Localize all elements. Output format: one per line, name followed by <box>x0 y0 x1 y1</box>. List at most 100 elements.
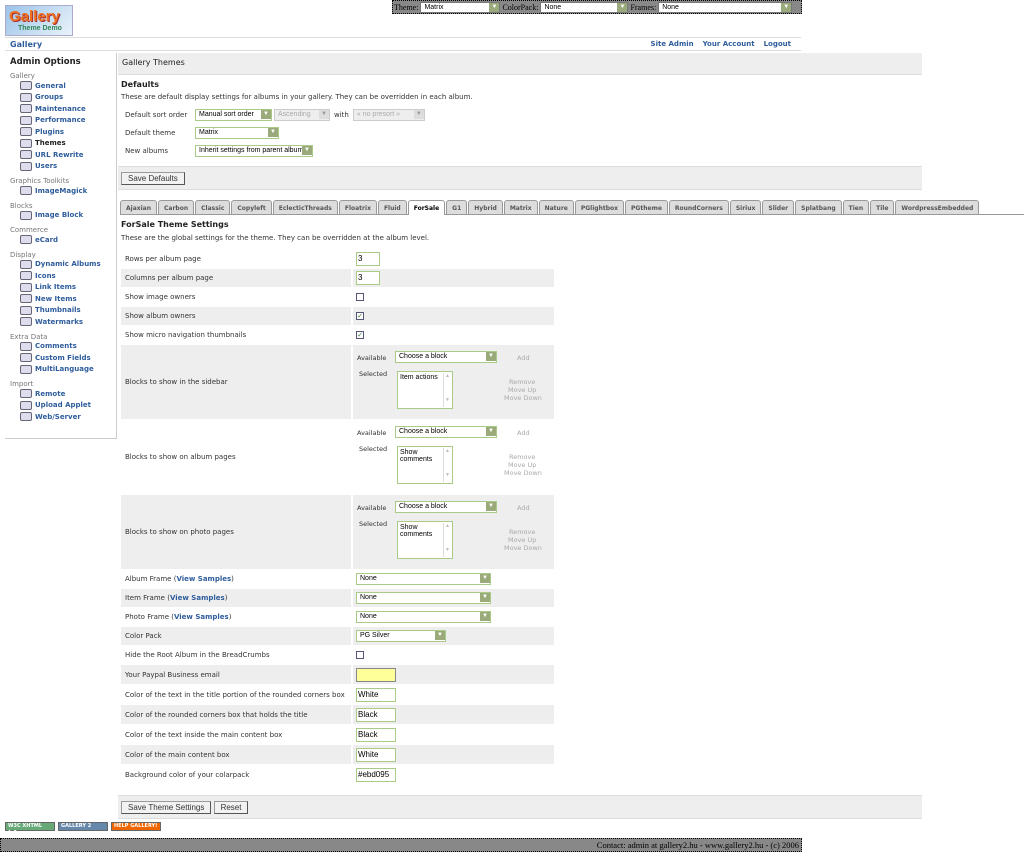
sidebar-item-new-items[interactable]: New Items <box>10 293 116 305</box>
move-down-link[interactable]: Move Down <box>504 544 542 552</box>
tab-matrix[interactable]: Matrix <box>503 200 538 214</box>
sidebar-item-groups[interactable]: Groups <box>10 92 116 104</box>
tab-tien[interactable]: Tien <box>842 200 870 214</box>
frames-select[interactable]: None ▼ <box>658 1 793 13</box>
tab-copyleft[interactable]: Copyleft <box>231 200 272 214</box>
color-of-the-main-content-box-input[interactable]: White <box>356 747 396 762</box>
tab-nature[interactable]: Nature <box>538 200 574 214</box>
default-theme-select[interactable]: Matrix ▼ <box>195 127 279 139</box>
add-block-link[interactable]: Add <box>517 504 530 512</box>
tab-g1[interactable]: G1 <box>446 200 468 214</box>
show-album-owners-checkbox[interactable]: ✓ <box>356 312 364 320</box>
sidebar-item-comments[interactable]: Comments <box>10 341 116 353</box>
sidebar-item-general[interactable]: General <box>10 80 116 92</box>
tab-pglightbox[interactable]: PGlightbox <box>574 200 625 214</box>
tab-hybrid[interactable]: Hybrid <box>468 200 503 214</box>
move-up-link[interactable]: Move Up <box>508 386 537 394</box>
sort-order-select[interactable]: Manual sort order ▼ <box>195 109 272 121</box>
add-block-link[interactable]: Add <box>517 354 530 362</box>
gallery2-badge[interactable]: GALLERY 2 <box>58 822 108 831</box>
move-down-link[interactable]: Move Down <box>504 394 542 402</box>
save-defaults-button[interactable]: Save Defaults <box>121 172 185 185</box>
photo-frame-select[interactable]: None ▼ <box>356 611 491 623</box>
w3c-badge[interactable]: W3C XHTML 1.0 <box>5 822 55 836</box>
move-up-link[interactable]: Move Up <box>508 536 537 544</box>
tab-ajaxian[interactable]: Ajaxian <box>120 200 157 214</box>
sidebar-item-dynamic-albums[interactable]: Dynamic Albums <box>10 259 116 271</box>
reset-button[interactable]: Reset <box>213 801 249 814</box>
scrollbar[interactable]: ▲ ▼ <box>443 523 451 557</box>
tab-forsale[interactable]: ForSale <box>407 200 446 215</box>
header-link-site-admin[interactable]: Site Admin <box>650 40 694 48</box>
tab-wordpressembedded[interactable]: WordpressEmbedded <box>895 200 980 214</box>
show-image-owners-checkbox[interactable] <box>356 293 364 301</box>
item-frame-select[interactable]: None ▼ <box>356 592 491 604</box>
scrollbar[interactable]: ▲ ▼ <box>443 448 451 482</box>
sidebar-item-imagemagick[interactable]: ImageMagick <box>10 185 116 197</box>
sidebar-item-watermarks[interactable]: Watermarks <box>10 316 116 328</box>
remove-block-link[interactable]: Remove <box>509 453 536 461</box>
colorpack-select[interactable]: None ▼ <box>540 1 629 13</box>
tab-classic[interactable]: Classic <box>195 200 231 214</box>
color-of-the-text-inside-the-main-content-box-input[interactable]: Black <box>356 727 396 742</box>
sidebar-item-icons[interactable]: Icons <box>10 270 116 282</box>
tab-pgtheme[interactable]: PGtheme <box>625 200 668 214</box>
sidebar-item-themes[interactable]: Themes <box>10 138 116 150</box>
theme-select[interactable]: Matrix ▼ <box>420 1 501 13</box>
save-theme-settings-button[interactable]: Save Theme Settings <box>121 801 212 814</box>
selected-blocks-list[interactable]: Show comments ▲ ▼ <box>397 446 453 484</box>
sidebar-item-custom-fields[interactable]: Custom Fields <box>10 352 116 364</box>
sidebar-item-plugins[interactable]: Plugins <box>10 126 116 138</box>
color-of-the-text-in-the-title-portion-of-the-rounded-corners-box-input[interactable]: White <box>356 687 396 702</box>
show-micro-navigation-thumbnails-checkbox[interactable]: ✓ <box>356 331 364 339</box>
remove-block-link[interactable]: Remove <box>509 378 536 386</box>
sidebar-item-multilanguage[interactable]: MultiLanguage <box>10 364 116 376</box>
sidebar-item-performance[interactable]: Performance <box>10 115 116 127</box>
tab-siriux[interactable]: Siriux <box>729 200 762 214</box>
new-albums-select[interactable]: Inherit settings from parent album ▼ <box>195 145 313 157</box>
header-link-your-account[interactable]: Your Account <box>702 40 755 48</box>
tab-splatbang[interactable]: Splatbang <box>795 200 842 214</box>
sidebar-item-remote[interactable]: Remote <box>10 388 116 400</box>
rows-per-album-page-input[interactable]: 3 <box>356 252 380 266</box>
gallery-logo[interactable]: Gallery Theme Demo <box>5 5 73 36</box>
tab-roundcorners[interactable]: RoundCorners <box>668 200 729 214</box>
breadcrumb-gallery[interactable]: Gallery <box>10 40 43 49</box>
sidebar-item-image-block[interactable]: Image Block <box>10 210 116 222</box>
sidebar-item-link-items[interactable]: Link Items <box>10 282 116 294</box>
view-samples-link[interactable]: View Samples <box>173 613 229 621</box>
sidebar-item-ecard[interactable]: eCard <box>10 234 116 246</box>
sidebar-item-maintenance[interactable]: Maintenance <box>10 103 116 115</box>
columns-per-album-page-input[interactable]: 3 <box>356 271 380 285</box>
header-link-logout[interactable]: Logout <box>763 40 791 48</box>
album-frame-select[interactable]: None ▼ <box>356 573 491 585</box>
sidebar-item-url-rewrite[interactable]: URL Rewrite <box>10 149 116 161</box>
tab-fluid[interactable]: Fluid <box>377 200 407 214</box>
tab-slider[interactable]: Slider <box>762 200 795 214</box>
remove-block-link[interactable]: Remove <box>509 528 536 536</box>
selected-blocks-list[interactable]: Item actions ▲ ▼ <box>397 371 453 409</box>
move-down-link[interactable]: Move Down <box>504 469 542 477</box>
color-pack-select[interactable]: PG Silver ▼ <box>356 630 446 642</box>
sidebar-item-users[interactable]: Users <box>10 161 116 173</box>
color-of-the-rounded-corners-box-that-holds-the-title-input[interactable]: Black <box>356 707 396 722</box>
selected-blocks-list[interactable]: Show comments ▲ ▼ <box>397 521 453 559</box>
move-up-link[interactable]: Move Up <box>508 461 537 469</box>
your-paypal-business-email-input[interactable] <box>356 667 396 682</box>
tab-eclecticthreads[interactable]: EclecticThreads <box>272 200 338 214</box>
available-blocks-select[interactable]: Choose a block ▼ <box>395 351 497 363</box>
tab-carbon[interactable]: Carbon <box>158 200 195 214</box>
view-samples-link[interactable]: View Samples <box>176 575 232 583</box>
tab-tile[interactable]: Tile <box>870 200 895 214</box>
scrollbar[interactable]: ▲ ▼ <box>443 373 451 407</box>
available-blocks-select[interactable]: Choose a block ▼ <box>395 426 497 438</box>
help-gallery-badge[interactable]: HELP GALLERY! <box>111 822 161 831</box>
tab-floatrix[interactable]: Floatrix <box>338 200 377 214</box>
available-blocks-select[interactable]: Choose a block ▼ <box>395 501 497 513</box>
view-samples-link[interactable]: View Samples <box>169 594 225 602</box>
sidebar-item-thumbnails[interactable]: Thumbnails <box>10 305 116 317</box>
add-block-link[interactable]: Add <box>517 429 530 437</box>
sidebar-item-web-server[interactable]: Web/Server <box>10 411 116 423</box>
sidebar-item-upload-applet[interactable]: Upload Applet <box>10 400 116 412</box>
hide-the-root-album-in-the-breadcrumbs-checkbox[interactable] <box>356 651 364 659</box>
